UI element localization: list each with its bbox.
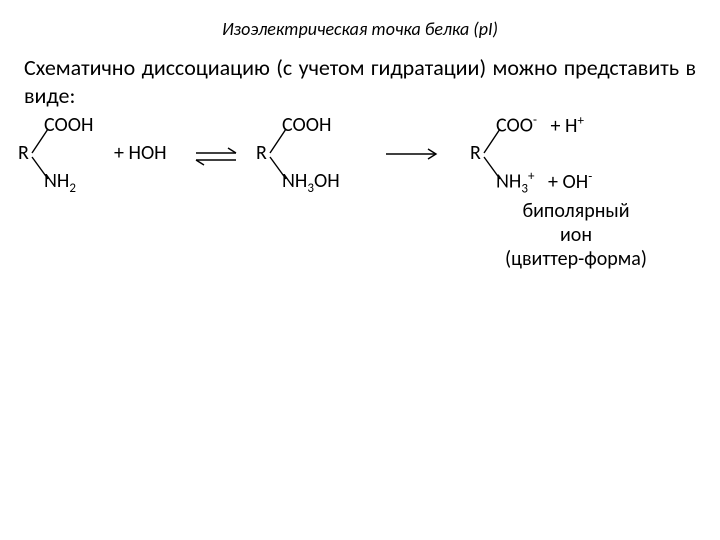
mol3-nh3plus: NH3+ + OH-: [496, 169, 592, 197]
mol2-bonds: [264, 119, 292, 189]
mol1-bonds: [26, 119, 54, 189]
caption-line1: биполярный: [476, 199, 676, 223]
caption-line3: (цвиттер-форма): [476, 247, 676, 271]
mol3-ohminus-sup: -: [588, 169, 592, 184]
page-root: Изоэлектрическая точка белка (pI) Схемат…: [0, 0, 720, 540]
forward-arrow: [384, 147, 444, 161]
mol3-coo-sup: -: [533, 113, 537, 128]
mol3-hplus-sup: +: [578, 113, 584, 128]
caption-line2: ион: [476, 223, 676, 247]
plus-hoh: + HOH: [114, 141, 167, 165]
mol1-nh2-sub: 2: [69, 181, 76, 196]
mol3-plus-hplus: + H+: [542, 114, 584, 138]
zwitterion-caption: биполярный ион (цвиттер-форма): [476, 199, 676, 271]
reaction-scheme: COOH R NH2 + HOH COOH R NH3OH: [24, 113, 696, 273]
mol3-coo-minus: COO- + H+: [496, 113, 584, 138]
mol2-nh3-sub: 3: [307, 181, 314, 196]
equilibrium-arrows-1: [192, 147, 242, 167]
mol2-nh3-tail: OH: [314, 169, 340, 193]
mol3-nh3-sup: +: [528, 169, 534, 184]
mol3-plus-ohminus: + OH-: [539, 170, 592, 194]
mol3-bonds: [478, 119, 506, 189]
mol3-nh3-sub: 3: [521, 182, 528, 197]
page-title: Изоэлектрическая точка белка (pI): [24, 18, 696, 40]
intro-text: Схематично диссоциацию (с учетом гидрата…: [24, 54, 696, 109]
